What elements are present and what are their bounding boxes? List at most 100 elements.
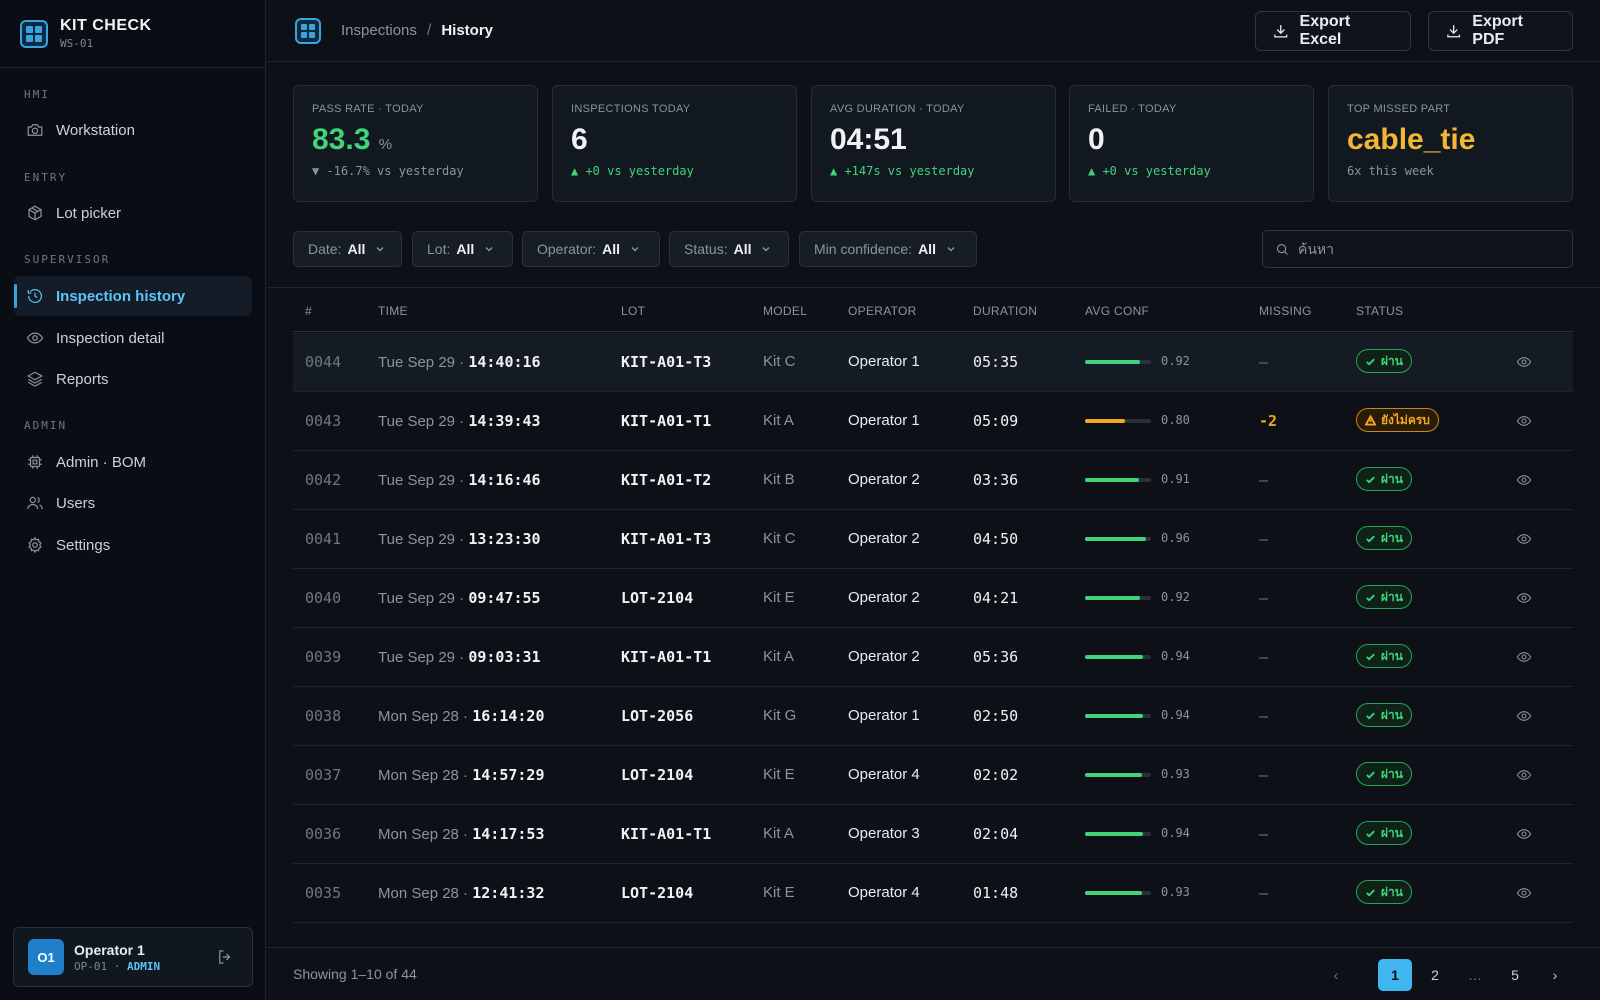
view-detail-button[interactable]: [1516, 767, 1532, 787]
logout-button[interactable]: [216, 948, 234, 971]
filter-label: Status:: [684, 241, 728, 257]
filter-min-confidence-dropdown[interactable]: Min confidence: All: [799, 231, 977, 267]
check-icon: [1366, 358, 1375, 366]
search-input[interactable]: [1298, 241, 1558, 257]
view-detail-button[interactable]: [1516, 413, 1532, 433]
row-operator: Operator 2: [848, 648, 920, 665]
eye-icon: [1516, 652, 1532, 662]
table-row[interactable]: 0039 Tue Sep 29 · 09:03:31 KIT-A01-T1 Kit A…: [293, 628, 1573, 687]
view-detail-button[interactable]: [1516, 708, 1532, 728]
row-model: Kit E: [763, 884, 795, 901]
page-2-button[interactable]: 2: [1431, 967, 1439, 983]
sidebar-item-inspection-detail[interactable]: Inspection detail: [14, 318, 252, 358]
logout-icon: [219, 950, 231, 964]
row-operator: Operator 2: [848, 589, 920, 606]
sidebar-item-inspection-history[interactable]: Inspection history: [14, 276, 252, 316]
table-row[interactable]: 0038 Mon Sep 28 · 16:14:20 LOT-2056 Kit G Op…: [293, 687, 1573, 746]
sidebar-item-workstation[interactable]: Workstation: [14, 110, 252, 150]
table-row[interactable]: 0035 Mon Sep 28 · 12:41:32 LOT-2104 Kit E Op…: [293, 864, 1573, 923]
status-label: ผ่าน: [1381, 766, 1403, 781]
confidence-bar-fill: [1085, 419, 1125, 423]
table-row[interactable]: 0042 Tue Sep 29 · 14:16:46 KIT-A01-T2 Kit B…: [293, 451, 1573, 510]
row-model: Kit C: [763, 353, 796, 370]
row-duration: 04:21: [973, 589, 1019, 607]
confidence-bar-fill: [1085, 832, 1144, 836]
col-duration[interactable]: DURATION: [973, 304, 1038, 318]
view-detail-button[interactable]: [1516, 885, 1532, 905]
row-operator: Operator 2: [848, 530, 920, 547]
sidebar-item-label: Inspection detail: [56, 329, 165, 347]
confidence-value: 0.94: [1161, 649, 1190, 663]
table-row[interactable]: 0040 Tue Sep 29 · 09:47:55 LOT-2104 Kit E Op…: [293, 569, 1573, 628]
col-status[interactable]: STATUS: [1356, 304, 1404, 318]
row-operator: Operator 4: [848, 884, 920, 901]
check-icon: [1366, 771, 1375, 779]
row-duration: 04:50: [973, 530, 1019, 548]
row-time-sep: ·: [458, 826, 473, 843]
table-row[interactable]: 0041 Tue Sep 29 · 13:23:30 KIT-A01-T3 Kit C…: [293, 510, 1573, 569]
table-row[interactable]: 0043 Tue Sep 29 · 14:39:43 KIT-A01-T1 Kit A…: [293, 392, 1573, 451]
filter-value: All: [347, 241, 366, 257]
row-status: ผ่าน: [1356, 703, 1412, 727]
row-time: Mon Sep 28 · 14:57:29: [378, 766, 544, 784]
view-detail-button[interactable]: [1516, 649, 1532, 669]
eye-icon: [1516, 475, 1532, 485]
confidence-bar: [1085, 655, 1151, 659]
prev-page-button[interactable]: ‹: [1333, 967, 1339, 983]
export-pdf-label: Export PDF: [1472, 13, 1523, 48]
row-status: ผ่าน: [1356, 349, 1412, 373]
search-icon: [1276, 243, 1288, 255]
search-box[interactable]: [1262, 230, 1573, 268]
status-badge: ผ่าน: [1356, 644, 1412, 668]
eye-icon: [1516, 711, 1532, 721]
kpi-delta: 6x this week: [1347, 164, 1434, 178]
table-row[interactable]: 0037 Mon Sep 28 · 14:57:29 LOT-2104 Kit E Op…: [293, 746, 1573, 805]
view-detail-button[interactable]: [1516, 826, 1532, 846]
row-missing: —: [1259, 884, 1269, 902]
export-excel-button[interactable]: Export Excel: [1255, 11, 1411, 51]
breadcrumb-inspections[interactable]: Inspections: [341, 21, 417, 39]
export-pdf-button[interactable]: Export PDF: [1428, 11, 1573, 51]
col-avg-conf[interactable]: AVG CONF: [1085, 304, 1150, 318]
page-5-button[interactable]: 5: [1511, 967, 1519, 983]
view-detail-button[interactable]: [1516, 354, 1532, 374]
row-model: Kit C: [763, 530, 796, 547]
confidence-bar: [1085, 832, 1151, 836]
filter-operator-dropdown[interactable]: Operator: All: [522, 231, 660, 267]
kpi-delta: ▲ +147s vs yesterday: [830, 164, 975, 178]
kpi-value: 04:51: [830, 123, 1037, 156]
confidence-bar-fill: [1085, 537, 1146, 541]
row-duration: 05:35: [973, 353, 1019, 371]
filter-date-dropdown[interactable]: Date: All: [293, 231, 402, 267]
table-row[interactable]: 0044 Tue Sep 29 · 14:40:16 KIT-A01-T3 Kit C…: [293, 333, 1573, 392]
col-time[interactable]: TIME: [378, 304, 408, 318]
page-1-button[interactable]: 1: [1378, 959, 1412, 991]
filter-value: All: [602, 241, 621, 257]
col-operator[interactable]: OPERATOR: [848, 304, 917, 318]
filter-label: Operator:: [537, 241, 597, 257]
status-label: ผ่าน: [1381, 648, 1403, 663]
view-detail-button[interactable]: [1516, 531, 1532, 551]
sidebar-item-lot-picker[interactable]: Lot picker: [14, 193, 252, 233]
filter-lot-dropdown[interactable]: Lot: All: [412, 231, 513, 267]
col-lot[interactable]: LOT: [621, 304, 646, 318]
col-model[interactable]: MODEL: [763, 304, 808, 318]
table-row[interactable]: 0036 Mon Sep 28 · 14:17:53 KIT-A01-T1 Kit A…: [293, 805, 1573, 864]
row-lot: LOT-2104: [621, 589, 694, 607]
table-footer: Showing 1–10 of 44 ‹ 1 2 … 5 ›: [267, 947, 1600, 1000]
warning-icon: [1365, 414, 1376, 426]
next-page-button[interactable]: ›: [1552, 967, 1558, 983]
sidebar-item-reports[interactable]: Reports: [14, 359, 252, 399]
col-missing[interactable]: MISSING: [1259, 304, 1312, 318]
chevron-down-icon: [631, 247, 639, 252]
col-id[interactable]: #: [305, 304, 312, 318]
sidebar-item-settings[interactable]: Settings: [14, 525, 252, 565]
sidebar-item-admin-bom[interactable]: Admin · BOM: [14, 442, 252, 482]
chevron-down-icon: [947, 247, 955, 252]
view-detail-button[interactable]: [1516, 590, 1532, 610]
kpi-delta: ▼ -16.7% vs yesterday: [312, 164, 464, 178]
row-lot: KIT-A01-T1: [621, 825, 712, 843]
filter-status-dropdown[interactable]: Status: All: [669, 231, 789, 267]
view-detail-button[interactable]: [1516, 472, 1532, 492]
sidebar-item-users[interactable]: Users: [14, 483, 252, 523]
